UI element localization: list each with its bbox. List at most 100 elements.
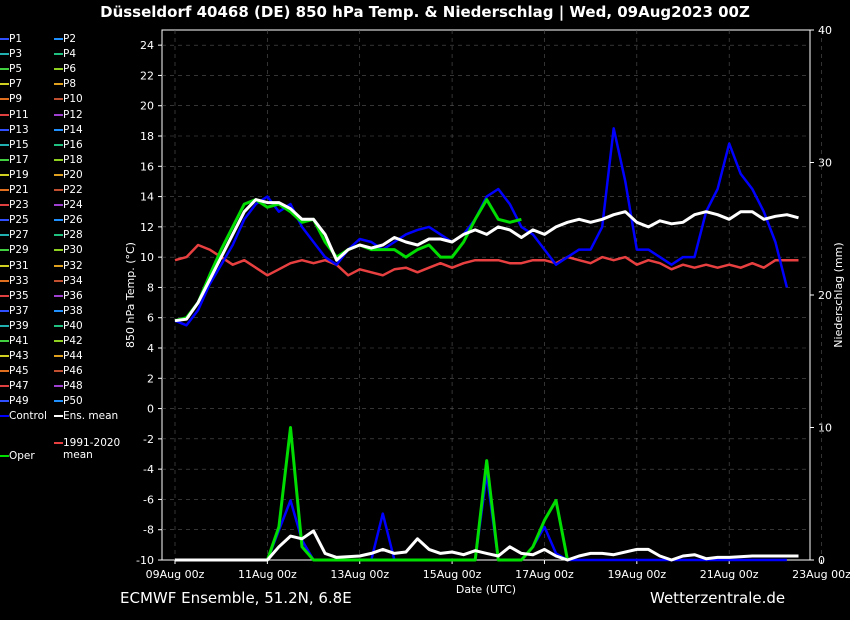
legend-swatch — [0, 128, 9, 131]
y-tick-label: 12 — [140, 221, 154, 234]
y2-tick-label: 30 — [818, 157, 832, 170]
x-tick-label: 13Aug 00z — [330, 568, 389, 581]
legend-label: P5 — [9, 63, 23, 76]
legend-label: P30 — [63, 244, 83, 257]
legend-label: P27 — [9, 229, 29, 242]
legend-swatch — [0, 173, 9, 176]
legend-swatch — [0, 143, 9, 146]
x-axis-label: Date (UTC) — [456, 583, 516, 596]
y-tick-label: 16 — [140, 160, 154, 173]
x-tick-label: 11Aug 00z — [238, 568, 297, 581]
legend-label: P16 — [63, 138, 83, 151]
legend-swatch — [0, 340, 9, 342]
legend-swatch — [0, 204, 9, 207]
legend-swatch — [0, 309, 9, 312]
legend-swatch — [54, 324, 63, 327]
legend-swatch — [54, 98, 63, 101]
legend-swatch — [54, 158, 63, 161]
y-tick-label: 6 — [147, 312, 154, 325]
legend-swatch — [0, 113, 9, 116]
legend-swatch — [54, 309, 63, 312]
y-tick-label: 14 — [140, 191, 154, 204]
legend-swatch — [54, 38, 63, 40]
legend-label: P6 — [63, 63, 77, 76]
legend-swatch — [54, 173, 63, 176]
legend-label: P24 — [63, 199, 83, 212]
legend-label: P28 — [63, 229, 83, 242]
legend-label: P43 — [9, 350, 29, 363]
legend-label: P48 — [63, 380, 83, 393]
y-tick-label: 24 — [140, 39, 154, 52]
legend-swatch — [54, 143, 63, 146]
legend-swatch — [54, 355, 63, 358]
y-tick-label: 20 — [140, 100, 154, 113]
series-ens-mean-temperature — [174, 198, 799, 323]
legend-swatch — [54, 249, 63, 252]
y2-tick-label: 10 — [818, 422, 832, 435]
x-tick-label: 21Aug 00z — [700, 568, 759, 581]
legend-swatch — [0, 455, 9, 457]
legend-label: P26 — [63, 214, 83, 227]
y2-tick-label: 20 — [818, 289, 832, 302]
y-tick-label: -6 — [143, 493, 154, 506]
legend-swatch — [0, 98, 9, 101]
legend-swatch — [54, 53, 63, 56]
x-tick-label: 23Aug 00z — [792, 568, 850, 581]
legend-label: P1 — [9, 33, 23, 45]
legend-swatch — [54, 189, 63, 191]
legend-label: P3 — [9, 48, 23, 61]
legend-swatch — [54, 294, 63, 297]
legend-label: P38 — [63, 304, 83, 317]
legend-label: P45 — [9, 365, 29, 378]
legend-swatch — [54, 128, 63, 131]
legend-label: P37 — [9, 304, 29, 317]
legend-swatch — [54, 442, 63, 444]
y-tick-label: 22 — [140, 69, 154, 82]
legend-swatch — [0, 294, 9, 297]
legend-label: P50 — [63, 395, 83, 408]
legend-label: Ens. mean — [63, 410, 119, 422]
legend-swatch — [54, 340, 63, 342]
legend-swatch — [54, 264, 63, 267]
legend-label: P8 — [63, 78, 77, 91]
legend-swatch — [54, 385, 63, 388]
legend-swatch — [54, 234, 63, 237]
footer-source: ECMWF Ensemble, 51.2N, 6.8E — [120, 589, 352, 607]
legend-label: P49 — [9, 395, 29, 408]
legend-swatch — [0, 400, 9, 403]
legend-swatch — [0, 189, 9, 191]
y-tick-label: 4 — [147, 342, 154, 355]
legend-label: P14 — [63, 123, 83, 136]
legend-label: P40 — [63, 319, 83, 332]
legend-swatch — [0, 264, 9, 267]
y-tick-label: -10 — [136, 554, 154, 567]
legend-label: P15 — [9, 138, 29, 151]
legend-swatch — [0, 234, 9, 237]
x-tick-label: 09Aug 00z — [146, 568, 205, 581]
y-tick-label: 0 — [147, 403, 154, 416]
legend-label: P21 — [9, 184, 29, 196]
legend-label: 1991-2020 mean — [63, 437, 121, 461]
legend-label: P31 — [9, 259, 29, 272]
legend-label: P9 — [9, 93, 23, 106]
legend-label: P2 — [63, 33, 77, 45]
legend-swatch — [0, 385, 9, 388]
legend-swatch — [0, 53, 9, 56]
y-tick-label: 10 — [140, 251, 154, 264]
legend-swatch — [54, 204, 63, 207]
chart-title: Düsseldorf 40468 (DE) 850 hPa Temp. & Ni… — [100, 3, 750, 21]
y-tick-label: -2 — [143, 433, 154, 446]
x-tick-label: 15Aug 00z — [423, 568, 482, 581]
legend-label: P36 — [63, 289, 83, 302]
legend-label: P18 — [63, 153, 83, 166]
legend-swatch — [54, 370, 63, 373]
legend-label: P29 — [9, 244, 29, 257]
legend-swatch — [54, 219, 63, 222]
footer-site: Wetterzentrale.de — [650, 589, 786, 607]
legend-label: P11 — [9, 108, 29, 121]
legend-label: P25 — [9, 214, 29, 227]
legend-label: P22 — [63, 184, 83, 196]
y2-tick-label: 40 — [818, 24, 832, 37]
legend-swatch — [54, 113, 63, 116]
